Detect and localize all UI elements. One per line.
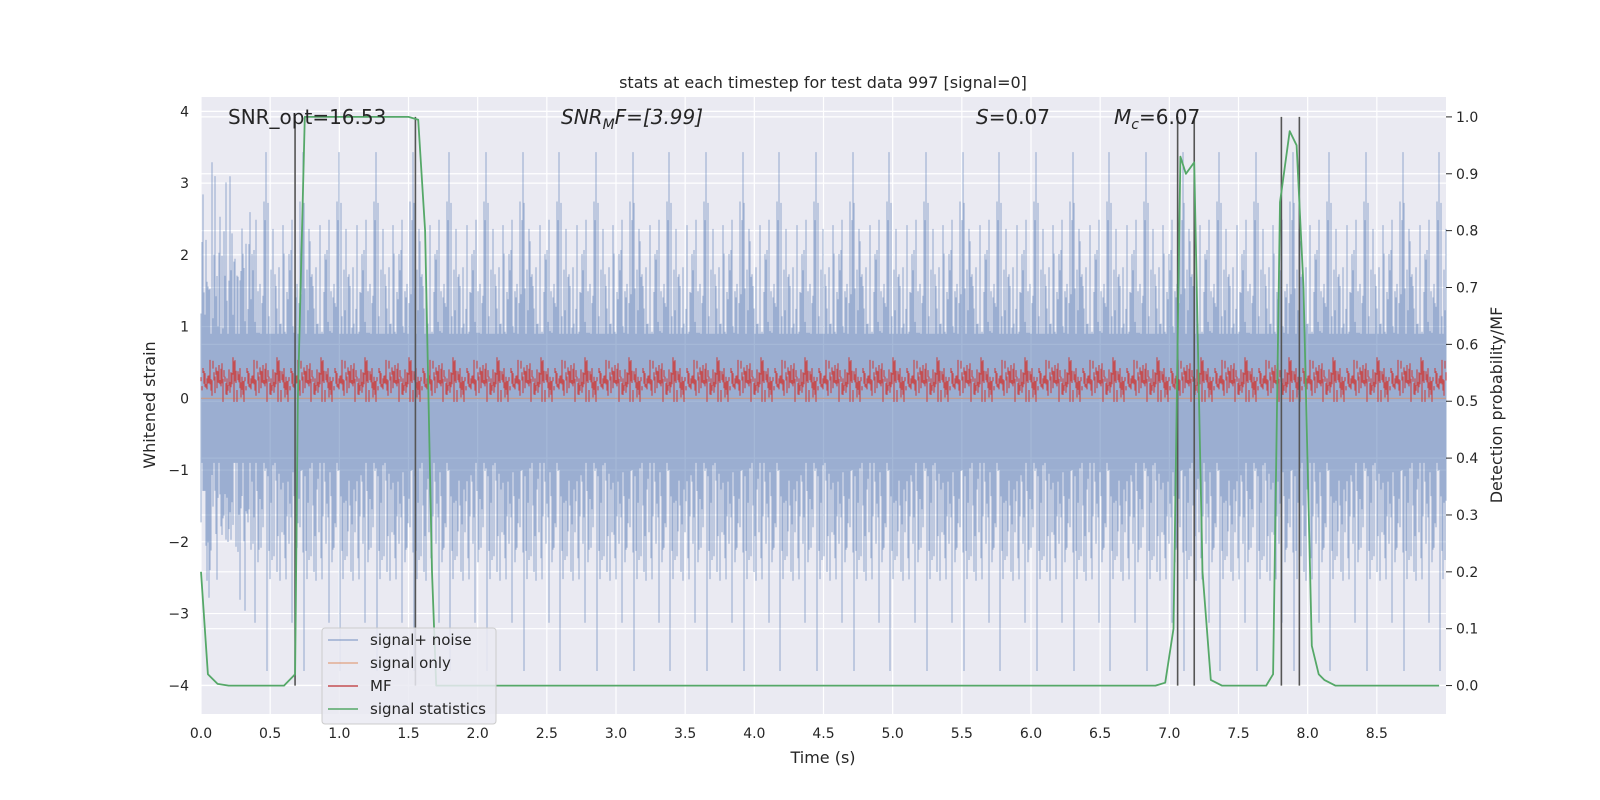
x-tick-label: 7.0: [1158, 726, 1180, 742]
legend-label-signal-only: signal only: [370, 654, 451, 672]
y-left-tick-label: 4: [180, 104, 189, 120]
y-axis-right-label: Detection probability/MF: [1487, 307, 1506, 504]
y-axis-left-label: Whitened strain: [140, 341, 159, 468]
x-tick-label: 4.5: [812, 726, 834, 742]
y-left-tick-label: 2: [180, 248, 189, 264]
series-mf: [200, 357, 1447, 402]
legend: signal+ noise signal only MF signal stat…: [321, 627, 497, 725]
y-left-tick-label: 0: [180, 391, 189, 407]
x-tick-label: 0.0: [190, 726, 212, 742]
y-right-tick-label: 0.7: [1456, 281, 1478, 297]
x-tick-label: 1.5: [397, 726, 419, 742]
y-left-tick-label: 1: [180, 320, 189, 336]
x-tick-label: 2.0: [467, 726, 489, 742]
y-left-tick-label: −2: [168, 535, 189, 551]
y-left-tick-label: −3: [168, 607, 189, 623]
x-tick-label: 3.5: [674, 726, 696, 742]
legend-label-mf: MF: [370, 677, 392, 695]
x-tick-label: 4.0: [743, 726, 765, 742]
x-tick-label: 3.0: [605, 726, 627, 742]
x-axis: 0.0 0.5 1.0 1.5 2.0 2.5 3.0 3.5 4.0 4.5 5.0 5.5 6.0 6…: [190, 726, 1388, 742]
annotation-snr-opt: SNR_opt=16.53: [228, 105, 386, 129]
y-left-tick-label: 3: [180, 176, 189, 192]
y-left-tick-label: −4: [168, 678, 189, 694]
y-left-tick-label: −1: [168, 463, 189, 479]
x-tick-label: 6.5: [1089, 726, 1111, 742]
x-tick-label: 2.5: [536, 726, 558, 742]
y-right-tick-label: 0.1: [1456, 622, 1478, 638]
chart-title: stats at each timestep for test data 997…: [619, 73, 1027, 92]
y-right-tick-label: 0.9: [1456, 167, 1478, 183]
y-right-tick-label: 0.3: [1456, 508, 1478, 524]
legend-label-signal-statistics: signal statistics: [370, 700, 486, 718]
x-tick-label: 1.0: [328, 726, 350, 742]
y-right-tick-label: 0.0: [1456, 679, 1478, 695]
y-right-tick-label: 0.2: [1456, 565, 1478, 581]
legend-box: [321, 627, 497, 725]
x-tick-label: 0.5: [259, 726, 281, 742]
y-right-tick-label: 1.0: [1456, 110, 1478, 126]
y-right-tick-label: 0.4: [1456, 451, 1478, 467]
x-tick-label: 7.5: [1227, 726, 1249, 742]
y-axis-right: 1.0 0.9 0.8 0.7 0.6 0.5 0.4 0.3 0.2 0.1 0.0: [1446, 110, 1478, 695]
annotation-mc: Mc=6.07: [1114, 105, 1200, 133]
y-axis-left: 4 3 2 1 0 −1 −2 −3 −4: [168, 104, 189, 694]
x-tick-label: 8.0: [1297, 726, 1319, 742]
x-tick-label: 5.5: [951, 726, 973, 742]
x-tick-label: 5.0: [882, 726, 904, 742]
plot-area: [200, 116, 1447, 687]
x-axis-label: Time (s): [789, 748, 855, 767]
y-right-tick-label: 0.8: [1456, 224, 1478, 240]
y-right-tick-label: 0.6: [1456, 337, 1478, 353]
x-tick-label: 8.5: [1366, 726, 1388, 742]
annotation-s: S=0.07: [976, 105, 1050, 129]
x-tick-label: 6.0: [1020, 726, 1042, 742]
legend-label-signal-noise: signal+ noise: [370, 631, 472, 649]
y-right-tick-label: 0.5: [1456, 394, 1478, 410]
series-signal-statistics: [200, 116, 1440, 687]
annotation-snr-mf: SNRMF=[3.99]: [561, 105, 703, 133]
